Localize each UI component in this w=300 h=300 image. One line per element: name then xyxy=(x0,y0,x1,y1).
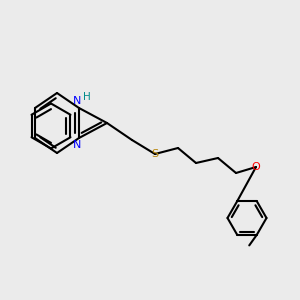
Text: H: H xyxy=(82,92,90,102)
Text: O: O xyxy=(252,162,260,172)
Text: N: N xyxy=(73,95,82,106)
Text: S: S xyxy=(152,149,159,159)
Text: N: N xyxy=(73,140,82,151)
